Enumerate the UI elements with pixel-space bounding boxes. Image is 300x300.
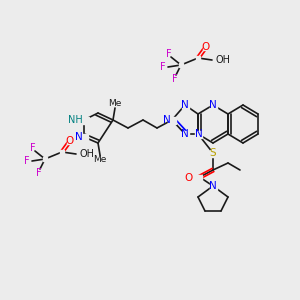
Text: N: N: [209, 181, 217, 191]
Bar: [79, 116, 89, 124]
Text: OH: OH: [216, 55, 231, 65]
Text: F: F: [30, 143, 36, 153]
Text: OH: OH: [80, 149, 95, 159]
Text: O: O: [185, 173, 193, 183]
Text: Me: Me: [93, 154, 107, 164]
Bar: [60, 150, 64, 154]
Bar: [194, 130, 202, 137]
Text: F: F: [36, 168, 42, 178]
Text: N: N: [163, 115, 171, 125]
Text: Me: Me: [108, 100, 122, 109]
Text: F: F: [166, 49, 172, 59]
Text: S: S: [210, 148, 216, 158]
Text: F: F: [24, 156, 30, 166]
Bar: [43, 157, 47, 161]
Bar: [80, 134, 88, 140]
Bar: [203, 44, 209, 50]
Bar: [209, 182, 217, 190]
Bar: [196, 56, 200, 60]
Text: O: O: [66, 136, 74, 146]
Text: F: F: [160, 62, 166, 72]
Text: O: O: [202, 42, 210, 52]
Bar: [67, 138, 73, 144]
Text: F: F: [172, 74, 178, 84]
Text: NH: NH: [68, 115, 83, 125]
Text: N: N: [209, 100, 217, 110]
Text: N: N: [181, 129, 189, 139]
Bar: [182, 130, 188, 137]
Bar: [168, 116, 176, 124]
Text: N: N: [75, 132, 83, 142]
Bar: [194, 175, 202, 182]
Bar: [209, 149, 217, 157]
Bar: [209, 101, 217, 109]
Bar: [179, 63, 183, 67]
Text: N: N: [195, 129, 203, 139]
Text: N: N: [181, 100, 189, 110]
Bar: [182, 101, 188, 109]
